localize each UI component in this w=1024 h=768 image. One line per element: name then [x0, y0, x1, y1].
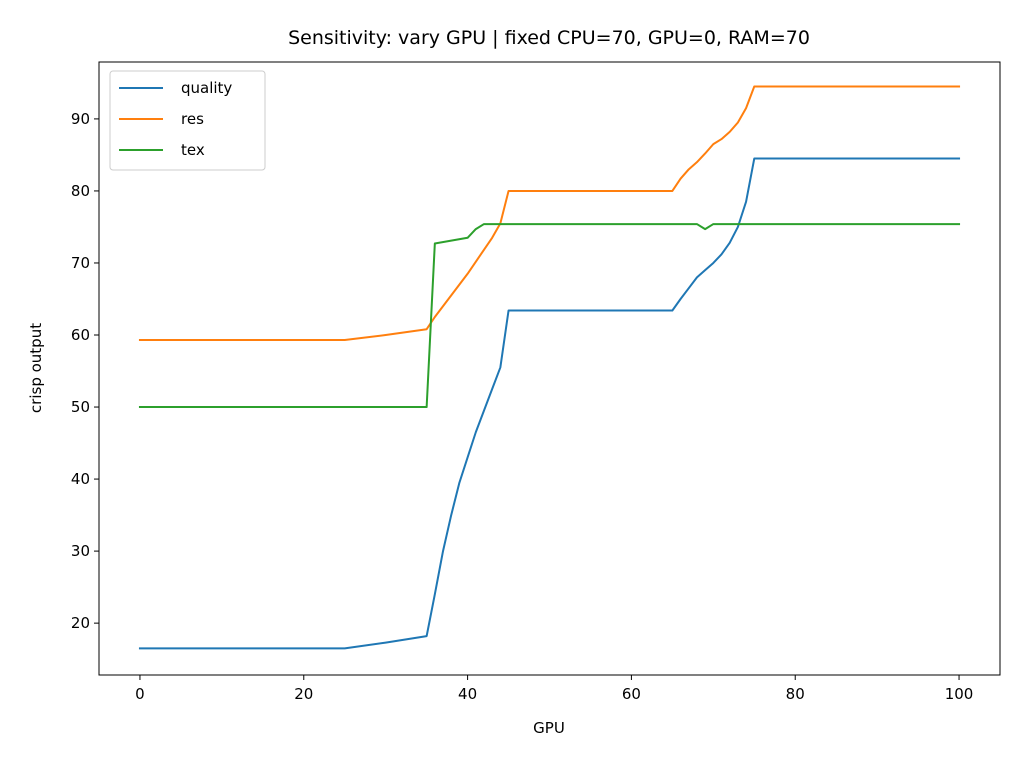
- x-tick-label: 60: [622, 685, 641, 703]
- y-tick-label: 90: [71, 110, 90, 128]
- y-tick-label: 80: [71, 182, 90, 200]
- x-axis-ticks: 0 20 40 60 80 100: [135, 675, 973, 703]
- legend-label-res: res: [181, 110, 204, 128]
- y-tick-label: 40: [71, 470, 90, 488]
- y-axis-ticks: 20 30 40 50 60 70 80 90: [71, 110, 99, 632]
- legend: quality res tex: [109, 70, 266, 171]
- series-layer: [138, 85, 961, 650]
- x-tick-label: 0: [135, 685, 145, 703]
- x-tick-label: 100: [945, 685, 974, 703]
- series-line-res: [138, 85, 961, 342]
- series-line-tex: [138, 223, 961, 409]
- x-tick-label: 20: [294, 685, 313, 703]
- legend-label-tex: tex: [181, 141, 205, 159]
- x-axis-label: GPU: [533, 719, 565, 737]
- y-tick-label: 50: [71, 398, 90, 416]
- x-tick-label: 40: [458, 685, 477, 703]
- chart-title: Sensitivity: vary GPU | fixed CPU=70, GP…: [288, 27, 810, 49]
- x-tick-label: 80: [786, 685, 805, 703]
- axes-frame: [98, 61, 1001, 676]
- y-tick-label: 70: [71, 254, 90, 272]
- series-line-quality: [138, 157, 961, 650]
- legend-box: [109, 70, 266, 171]
- plot-area: 0 20 40 60 80 100 20 30 40 50 60 70 80 90: [71, 61, 1001, 703]
- y-axis-label: crisp output: [27, 323, 45, 413]
- y-tick-label: 20: [71, 614, 90, 632]
- y-tick-label: 30: [71, 542, 90, 560]
- y-tick-label: 60: [71, 326, 90, 344]
- legend-label-quality: quality: [181, 79, 232, 97]
